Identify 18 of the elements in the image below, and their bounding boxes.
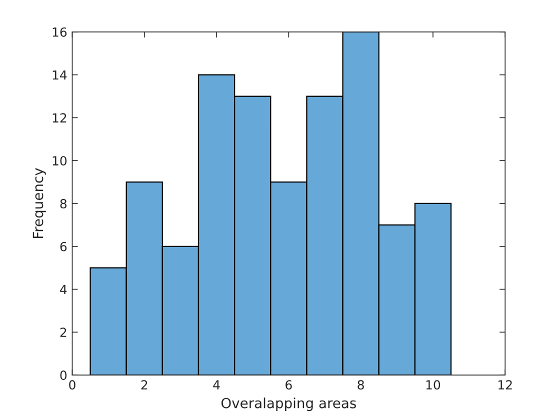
y-tick-label: 12: [52, 113, 66, 122]
y-tick-label: 16: [52, 27, 67, 37]
y-tick-label: 8: [60, 198, 67, 208]
x-tick-label: 2: [141, 380, 148, 390]
y-tick-label: 4: [60, 284, 67, 294]
x-tick-label: 6: [286, 380, 292, 390]
x-tick-label: 12: [498, 380, 512, 390]
x-tick-label: 8: [358, 380, 364, 390]
x-tick-label: 10: [426, 380, 440, 390]
y-tick-label: 2: [60, 328, 66, 337]
x-axis-title: Overalapping areas: [221, 398, 356, 412]
y-tick-label: 6: [60, 242, 67, 252]
x-tick-label: 0: [69, 380, 76, 390]
y-tick-label: 14: [52, 70, 67, 80]
y-tick-label: 10: [52, 156, 67, 166]
y-axis-title: Frequency: [32, 168, 46, 238]
y-tick-label: 0: [60, 370, 67, 380]
x-tick-label: 4: [213, 380, 220, 390]
